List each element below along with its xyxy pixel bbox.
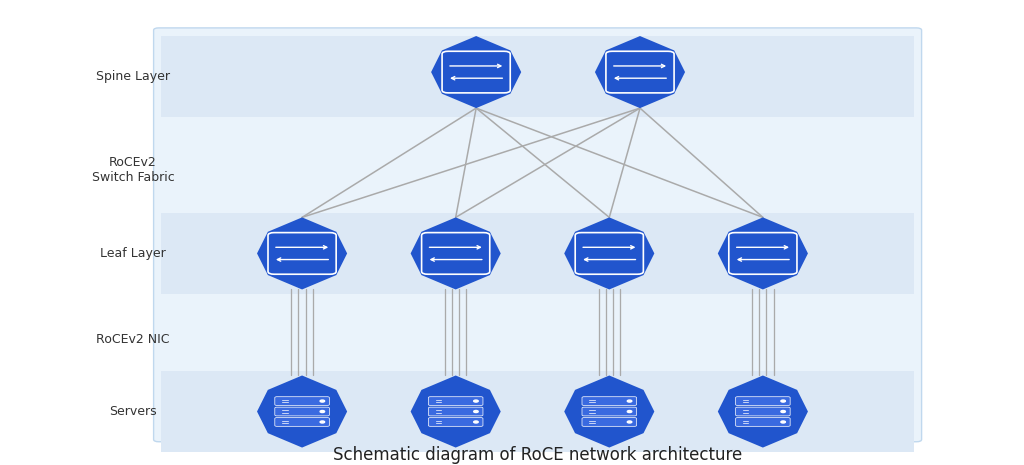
Polygon shape (718, 218, 808, 289)
Circle shape (321, 421, 325, 423)
Circle shape (628, 421, 632, 423)
FancyBboxPatch shape (274, 418, 330, 426)
FancyBboxPatch shape (428, 397, 483, 405)
Polygon shape (718, 376, 808, 447)
FancyBboxPatch shape (582, 418, 637, 426)
FancyBboxPatch shape (729, 232, 797, 274)
Polygon shape (257, 376, 347, 447)
Circle shape (474, 421, 478, 423)
Text: RoCEv2
Switch Fabric: RoCEv2 Switch Fabric (92, 156, 174, 184)
FancyBboxPatch shape (735, 418, 791, 426)
Polygon shape (411, 376, 501, 447)
FancyBboxPatch shape (606, 51, 674, 93)
FancyBboxPatch shape (582, 407, 637, 416)
FancyBboxPatch shape (161, 213, 914, 294)
Circle shape (474, 400, 478, 402)
Circle shape (628, 400, 632, 402)
Circle shape (781, 421, 785, 423)
Text: Spine Layer: Spine Layer (96, 70, 170, 83)
FancyBboxPatch shape (161, 371, 914, 452)
FancyBboxPatch shape (735, 407, 791, 416)
Text: Leaf Layer: Leaf Layer (100, 247, 166, 260)
Text: RoCEv2 NIC: RoCEv2 NIC (96, 333, 170, 346)
Circle shape (628, 411, 632, 412)
FancyBboxPatch shape (274, 397, 330, 405)
Text: Schematic diagram of RoCE network architecture: Schematic diagram of RoCE network archit… (333, 446, 742, 464)
Polygon shape (564, 218, 654, 289)
FancyBboxPatch shape (735, 397, 791, 405)
FancyBboxPatch shape (422, 232, 489, 274)
Polygon shape (257, 218, 347, 289)
FancyBboxPatch shape (274, 407, 330, 416)
Circle shape (781, 411, 785, 412)
Polygon shape (431, 36, 521, 108)
Polygon shape (595, 36, 685, 108)
FancyBboxPatch shape (582, 397, 637, 405)
FancyBboxPatch shape (428, 418, 483, 426)
FancyBboxPatch shape (161, 36, 914, 118)
FancyBboxPatch shape (428, 407, 483, 416)
Circle shape (321, 411, 325, 412)
Circle shape (781, 400, 785, 402)
Polygon shape (564, 376, 654, 447)
FancyBboxPatch shape (575, 232, 643, 274)
Circle shape (474, 411, 478, 412)
Text: Servers: Servers (110, 405, 157, 418)
FancyBboxPatch shape (268, 232, 336, 274)
Polygon shape (411, 218, 501, 289)
FancyBboxPatch shape (442, 51, 510, 93)
FancyBboxPatch shape (154, 28, 922, 442)
Circle shape (321, 400, 325, 402)
